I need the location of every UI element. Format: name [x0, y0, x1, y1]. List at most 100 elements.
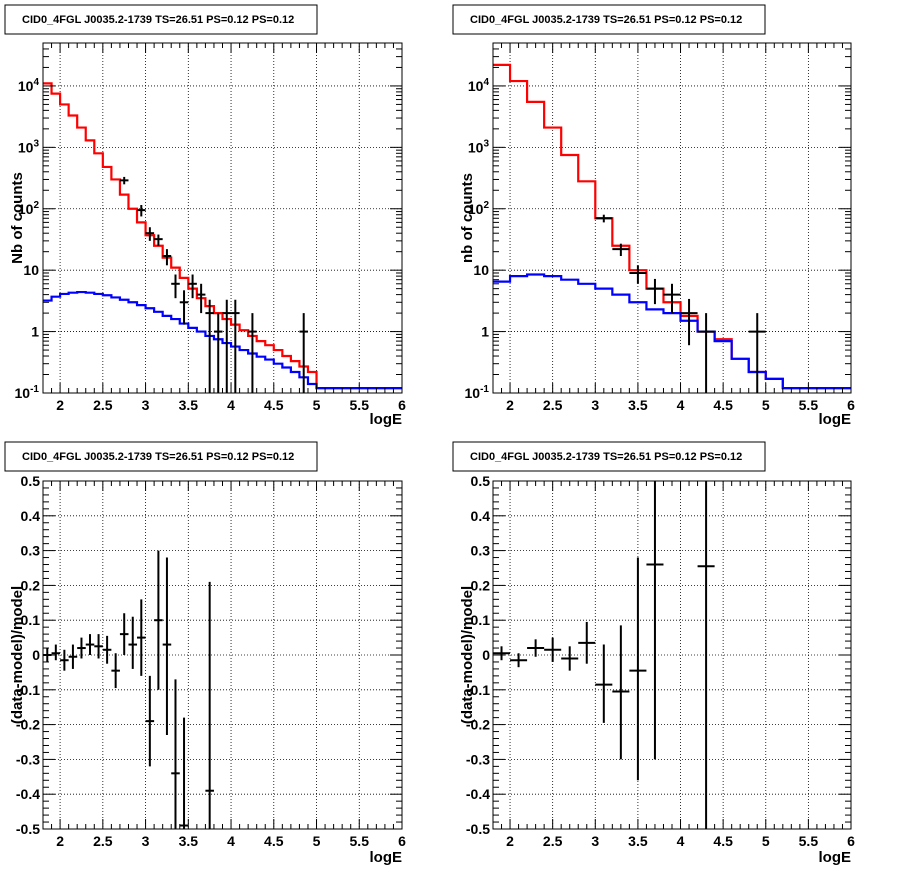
x-tick-label: 3 [591, 397, 599, 413]
x-tick-label: 2.5 [543, 397, 563, 413]
data-point [68, 644, 78, 669]
y-tick-label: 0.2 [471, 577, 491, 593]
x-tick-label: 3 [142, 397, 150, 413]
data-point [299, 313, 308, 393]
y-axis-label: Nb of counts [9, 172, 26, 264]
y-tick-base: 10 [468, 78, 484, 94]
data-point [663, 283, 681, 314]
data-point [544, 637, 562, 662]
data-point [154, 550, 163, 690]
y-tick-label: -0.4 [466, 786, 490, 802]
data-point [205, 581, 214, 829]
data-point [171, 679, 180, 829]
data-point [578, 621, 596, 664]
data-point [85, 634, 95, 655]
y-tick-label: 0 [482, 647, 490, 663]
y-tick-exponent: 3 [483, 138, 489, 149]
x-tick-label: 4.5 [264, 833, 284, 849]
data-point [231, 299, 240, 393]
x-tick-label: 6 [847, 833, 855, 849]
x-tick-label: 4 [677, 397, 685, 413]
x-axis-label: logE [819, 411, 852, 428]
x-axis-label: logE [370, 411, 403, 428]
y-tick-base: 10 [468, 139, 484, 155]
data-point [102, 635, 112, 664]
data-point [145, 675, 155, 767]
data-point [128, 616, 138, 669]
x-tick-label: 2 [56, 833, 64, 849]
data-point [561, 646, 579, 671]
y-tick-label: 0.4 [21, 508, 41, 524]
x-tick-label: 2 [56, 397, 64, 413]
y-tick-label: -0.5 [16, 821, 40, 837]
y-tick-label: -0.1 [466, 682, 490, 698]
x-tick-label: 2 [506, 833, 514, 849]
x-tick-label: 4 [227, 397, 235, 413]
y-tick-label: 0.5 [471, 473, 491, 489]
x-tick-label: 5 [762, 397, 770, 413]
data-point [119, 176, 129, 185]
y-tick-label: 1 [31, 324, 39, 340]
plot-area [43, 481, 402, 829]
y-tick-label: 104 [18, 77, 40, 94]
panel-counts-left: CID0_4FGL J0035.2-1739 TS=26.51 PS=0.12 … [4, 4, 406, 428]
title-box [452, 441, 766, 472]
data-point [196, 283, 206, 314]
x-tick-label: 4.5 [264, 397, 284, 413]
y-tick-exponent: 2 [33, 200, 39, 211]
x-tick-label: 3 [591, 833, 599, 849]
y-tick-label: 10 [473, 262, 489, 278]
y-tick-label: 10-1 [15, 384, 40, 401]
data-point [248, 313, 257, 393]
data-point [60, 649, 69, 671]
data-point [137, 205, 146, 217]
y-axis-label: (data-model)/model [9, 586, 26, 724]
data-point [119, 613, 129, 655]
y-tick-exponent: -1 [30, 384, 39, 395]
y-tick-base: 10 [18, 139, 34, 155]
y-tick-label: -0.5 [466, 821, 490, 837]
data-point [213, 313, 223, 393]
y-tick-exponent: 3 [33, 138, 39, 149]
data-point [205, 299, 214, 393]
x-tick-label: 4 [227, 833, 235, 849]
y-tick-label: -0.3 [466, 751, 490, 767]
y-tick-label: -0.1 [16, 682, 40, 698]
data-point [111, 653, 120, 689]
x-tick-label: 5.5 [350, 833, 370, 849]
y-tick-exponent: 2 [483, 200, 489, 211]
chart-title: CID0_4FGL J0035.2-1739 TS=26.51 PS=0.12 … [470, 14, 742, 26]
y-tick-label: 0.4 [471, 508, 491, 524]
data-point [697, 481, 715, 829]
y-tick-label: 0.5 [21, 473, 41, 489]
data-point [154, 234, 163, 246]
data-point [646, 278, 664, 305]
data-point [162, 249, 172, 266]
panel-counts-right: CID0_4FGL J0035.2-1739 TS=26.51 PS=0.12 … [452, 4, 855, 428]
x-tick-label: 3.5 [179, 833, 199, 849]
data-point [629, 265, 647, 284]
y-tick-exponent: 4 [483, 77, 489, 88]
x-axis-label: logE [819, 849, 852, 866]
x-tick-label: 6 [398, 397, 406, 413]
data-point [179, 290, 189, 325]
data-point [612, 243, 630, 257]
y-tick-label: -0.2 [16, 717, 40, 733]
data-point [510, 653, 528, 668]
y-tick-label: 0.2 [21, 577, 41, 593]
y-tick-label: 104 [468, 77, 490, 94]
title-box [4, 441, 318, 472]
x-tick-label: 2 [506, 397, 514, 413]
series-line-0 [43, 82, 402, 390]
series-line-1 [43, 290, 402, 390]
x-tick-label: 4 [677, 833, 685, 849]
data-point [162, 557, 172, 736]
y-tick-exponent: 4 [33, 77, 39, 88]
data-point [595, 644, 613, 723]
x-axis-label: logE [370, 849, 403, 866]
data-point [595, 214, 613, 223]
data-point [493, 646, 511, 661]
data-point [612, 625, 630, 760]
data-point [629, 557, 647, 781]
